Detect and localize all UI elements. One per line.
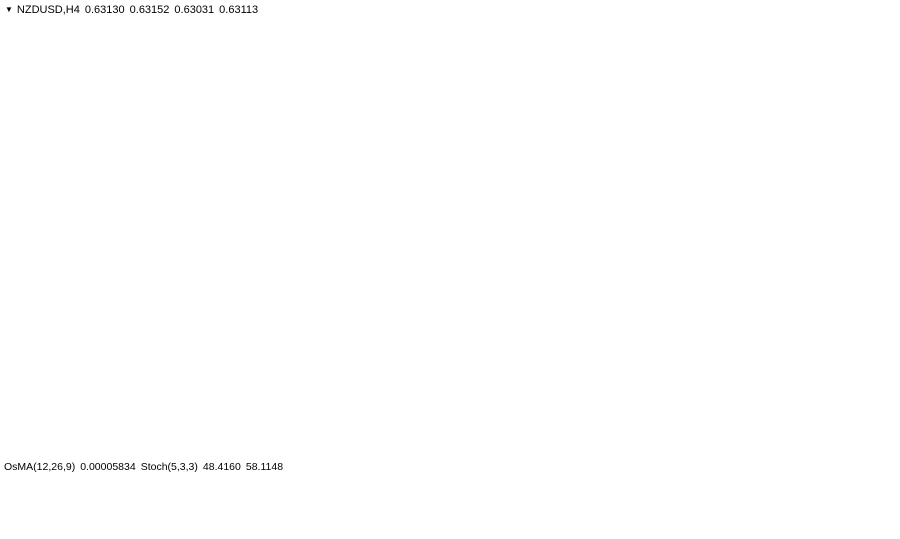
ohlc-low: 0.63031	[174, 4, 215, 16]
stoch-label: Stoch(5,3,3)	[140, 461, 198, 473]
ohlc-high: 0.63152	[129, 4, 170, 16]
osma-value: 0.00005834	[80, 461, 136, 473]
stoch-d-value: 58.1148	[245, 461, 284, 473]
chart-header: ▼ NZDUSD,H4 0.63130 0.63152 0.63031 0.63113	[5, 4, 263, 16]
indicator-labels: OsMA(12,26,9) 0.00005834 Stoch(5,3,3) 48.41…	[4, 461, 288, 473]
ohlc-open: 0.63130	[84, 4, 125, 16]
ohlc-close: 0.63113	[219, 4, 259, 16]
osma-label: OsMA(12,26,9)	[4, 461, 76, 473]
symbol-timeframe-label: NZDUSD,H4	[16, 4, 80, 16]
stoch-k-value: 48.4160	[202, 461, 241, 473]
symbol-dropdown-icon[interactable]: ▼	[5, 5, 13, 14]
